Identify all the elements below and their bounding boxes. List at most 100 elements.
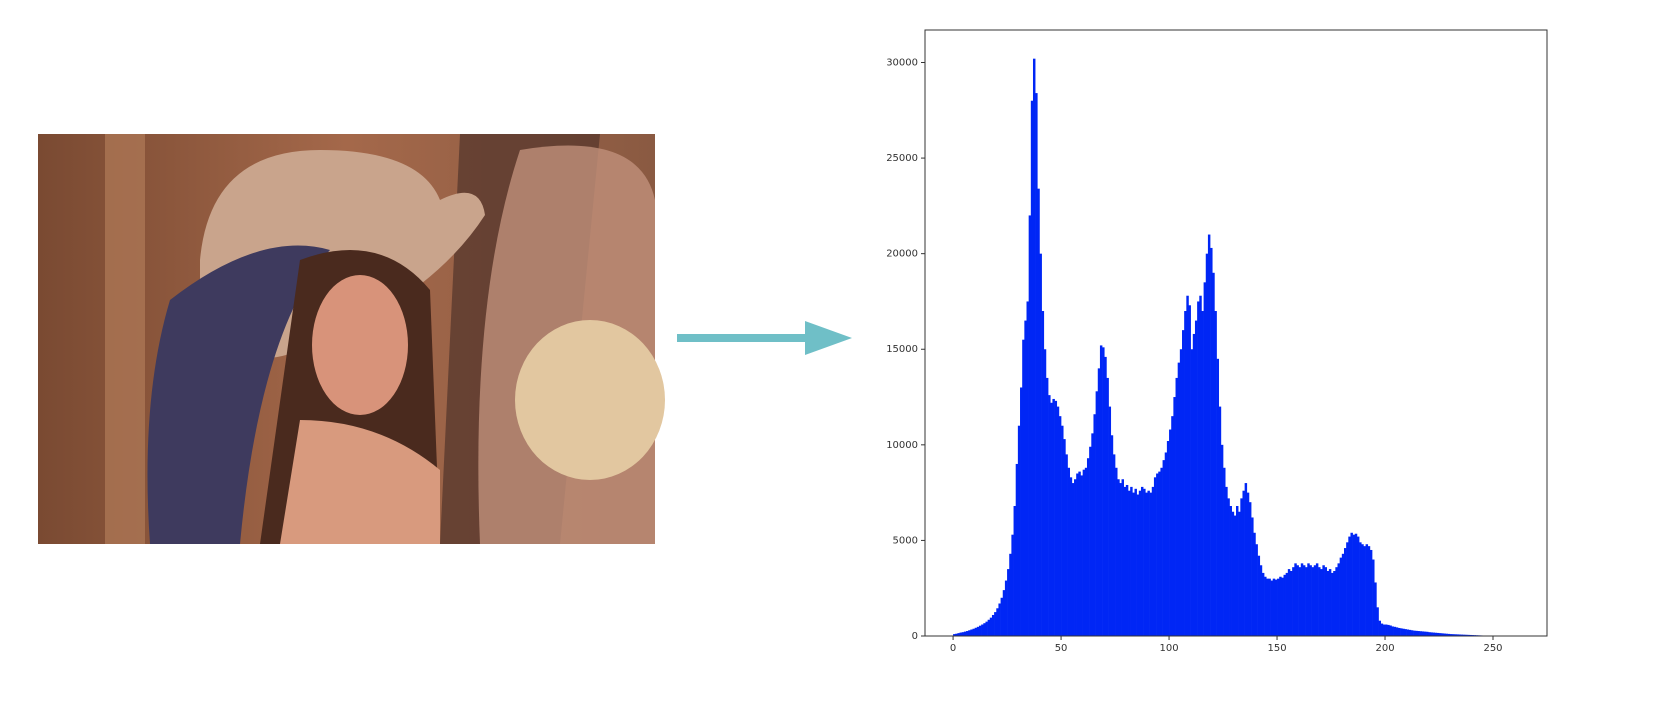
bar bbox=[1449, 634, 1453, 636]
bar bbox=[1253, 532, 1256, 636]
bar bbox=[1441, 633, 1444, 636]
bar bbox=[1061, 425, 1064, 636]
bar bbox=[1205, 253, 1209, 636]
bar bbox=[1017, 425, 1021, 636]
bar bbox=[1369, 549, 1373, 636]
bar bbox=[1292, 567, 1295, 636]
bar bbox=[1279, 576, 1282, 636]
bar bbox=[1009, 553, 1012, 636]
bar bbox=[1179, 349, 1183, 636]
bar bbox=[1337, 563, 1340, 636]
bar bbox=[1086, 458, 1090, 636]
bar bbox=[1322, 565, 1325, 636]
bar bbox=[1352, 534, 1356, 636]
bar bbox=[1285, 572, 1289, 636]
bar bbox=[1136, 494, 1140, 636]
bar bbox=[1451, 634, 1455, 636]
bar bbox=[1199, 295, 1202, 636]
bar bbox=[987, 619, 991, 636]
bar bbox=[1106, 377, 1109, 636]
bar bbox=[1410, 630, 1414, 636]
bar bbox=[1363, 546, 1366, 636]
bar bbox=[1428, 632, 1431, 636]
bar bbox=[1419, 631, 1423, 636]
bar bbox=[989, 617, 993, 636]
bar bbox=[1214, 311, 1217, 636]
bar bbox=[1117, 479, 1120, 636]
bar bbox=[991, 614, 995, 636]
bar bbox=[1218, 406, 1222, 636]
bar bbox=[1464, 634, 1468, 636]
bar bbox=[1251, 517, 1254, 636]
bar bbox=[963, 631, 967, 636]
bar bbox=[996, 608, 999, 636]
bar bbox=[1082, 469, 1086, 636]
bar bbox=[1169, 429, 1172, 636]
bar bbox=[1132, 492, 1135, 636]
bar bbox=[1318, 567, 1321, 636]
bar bbox=[961, 632, 965, 636]
bar bbox=[1063, 439, 1066, 636]
bar bbox=[1210, 247, 1213, 636]
bar bbox=[1277, 578, 1280, 636]
bar bbox=[1115, 467, 1118, 636]
bar bbox=[1320, 569, 1323, 636]
bar bbox=[1268, 578, 1271, 636]
bar bbox=[1406, 629, 1410, 636]
bar bbox=[1302, 565, 1306, 636]
bar bbox=[1024, 320, 1027, 636]
bar bbox=[1089, 446, 1092, 636]
bar bbox=[1311, 567, 1315, 636]
bar bbox=[1233, 515, 1237, 636]
bar bbox=[1326, 571, 1330, 636]
x-tick-label: 200 bbox=[1375, 643, 1394, 654]
bar bbox=[1266, 578, 1269, 636]
bar bbox=[1227, 498, 1230, 636]
bar bbox=[1246, 492, 1250, 636]
bar bbox=[1240, 498, 1243, 636]
bar bbox=[1356, 536, 1360, 636]
bar bbox=[1380, 623, 1384, 636]
bar bbox=[1402, 628, 1405, 636]
bar bbox=[1188, 305, 1191, 636]
bar bbox=[1160, 467, 1163, 636]
bar bbox=[1335, 567, 1338, 636]
bar bbox=[1248, 502, 1252, 636]
bar bbox=[1287, 569, 1291, 636]
bar bbox=[1447, 633, 1451, 636]
bar bbox=[1281, 577, 1284, 636]
bar bbox=[1294, 563, 1297, 636]
bar bbox=[1182, 330, 1185, 636]
bar bbox=[1028, 215, 1032, 636]
bar bbox=[1296, 565, 1299, 636]
bar bbox=[1112, 454, 1116, 636]
bar bbox=[1359, 542, 1362, 636]
bar bbox=[1000, 597, 1004, 636]
bar bbox=[966, 631, 969, 636]
bar bbox=[1015, 463, 1019, 636]
bar bbox=[1385, 624, 1388, 636]
bar bbox=[1238, 511, 1241, 636]
bar bbox=[1177, 362, 1181, 636]
bar bbox=[1058, 416, 1062, 636]
bar bbox=[1041, 311, 1045, 636]
bar bbox=[1056, 406, 1060, 636]
bar bbox=[1328, 569, 1332, 636]
bar bbox=[1460, 634, 1464, 636]
bar bbox=[968, 630, 971, 636]
bar bbox=[1372, 559, 1375, 636]
bar bbox=[1156, 473, 1159, 636]
bar bbox=[1050, 402, 1053, 636]
bar bbox=[1225, 486, 1228, 636]
bar bbox=[1456, 634, 1459, 636]
bar bbox=[1400, 628, 1403, 636]
x-tick-label: 0 bbox=[950, 643, 956, 654]
bar bbox=[1128, 490, 1131, 636]
bar bbox=[1331, 572, 1334, 636]
bar bbox=[1153, 477, 1157, 636]
bar bbox=[1076, 473, 1079, 636]
bar bbox=[1341, 553, 1345, 636]
bar bbox=[1166, 441, 1170, 636]
bar bbox=[1110, 435, 1114, 636]
bar bbox=[1013, 506, 1017, 636]
